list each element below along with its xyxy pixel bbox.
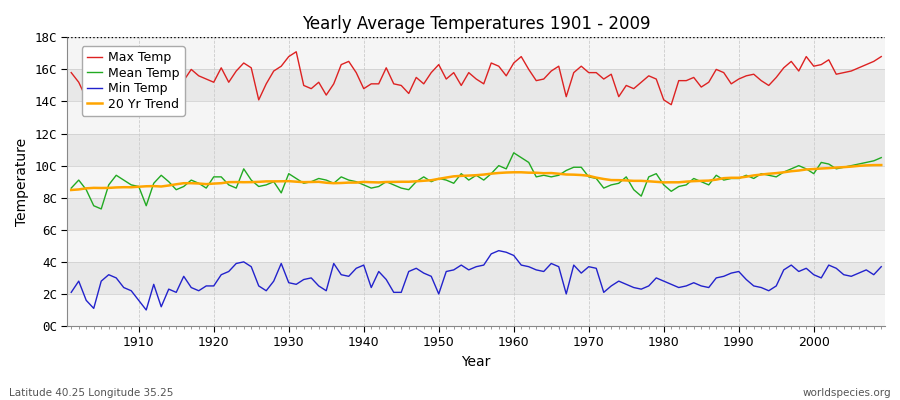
- Mean Temp: [523, 160, 534, 165]
- Mean Temp: [343, 178, 354, 182]
- Min Temp: [343, 274, 354, 279]
- 20 Yr Trend: [876, 163, 886, 168]
- Min Temp: [613, 279, 624, 284]
- Text: Latitude 40.25 Longitude 35.25: Latitude 40.25 Longitude 35.25: [9, 388, 174, 398]
- Max Temp: [126, 74, 137, 78]
- Bar: [68, 37, 885, 70]
- 20 Yr Trend: [500, 170, 511, 175]
- Mean Temp: [516, 155, 526, 160]
- Min Temp: [523, 264, 534, 269]
- Bar: [68, 166, 885, 198]
- Line: Mean Temp: Mean Temp: [71, 153, 881, 209]
- Line: Min Temp: Min Temp: [71, 251, 881, 310]
- Mean Temp: [876, 155, 886, 160]
- Line: 20 Yr Trend: 20 Yr Trend: [71, 165, 881, 190]
- 20 Yr Trend: [66, 188, 77, 192]
- Mean Temp: [613, 181, 624, 186]
- Max Temp: [66, 70, 77, 75]
- Min Temp: [298, 277, 309, 282]
- Bar: [68, 230, 885, 262]
- Min Temp: [126, 288, 137, 293]
- Line: Max Temp: Max Temp: [71, 52, 881, 105]
- Min Temp: [516, 263, 526, 268]
- Text: worldspecies.org: worldspecies.org: [803, 388, 891, 398]
- Max Temp: [291, 49, 302, 54]
- Bar: [68, 102, 885, 134]
- Mean Temp: [508, 150, 519, 155]
- Max Temp: [876, 54, 886, 59]
- Min Temp: [66, 290, 77, 295]
- Max Temp: [613, 94, 624, 99]
- Max Temp: [140, 102, 151, 107]
- Mean Temp: [66, 186, 77, 190]
- Max Temp: [306, 86, 317, 91]
- Mean Temp: [133, 184, 144, 189]
- 20 Yr Trend: [598, 177, 609, 182]
- Min Temp: [876, 264, 886, 269]
- Min Temp: [140, 308, 151, 312]
- X-axis label: Year: Year: [462, 355, 490, 369]
- Y-axis label: Temperature: Temperature: [15, 138, 29, 226]
- 20 Yr Trend: [126, 185, 137, 190]
- Mean Temp: [95, 206, 106, 211]
- Max Temp: [351, 70, 362, 75]
- Legend: Max Temp, Mean Temp, Min Temp, 20 Yr Trend: Max Temp, Mean Temp, Min Temp, 20 Yr Tre…: [82, 46, 184, 116]
- Title: Yearly Average Temperatures 1901 - 2009: Yearly Average Temperatures 1901 - 2009: [302, 15, 651, 33]
- Max Temp: [523, 67, 534, 72]
- Min Temp: [493, 248, 504, 253]
- 20 Yr Trend: [508, 170, 519, 175]
- Mean Temp: [298, 181, 309, 186]
- 20 Yr Trend: [291, 179, 302, 184]
- Max Temp: [516, 54, 526, 59]
- 20 Yr Trend: [336, 180, 346, 185]
- Bar: [68, 294, 885, 326]
